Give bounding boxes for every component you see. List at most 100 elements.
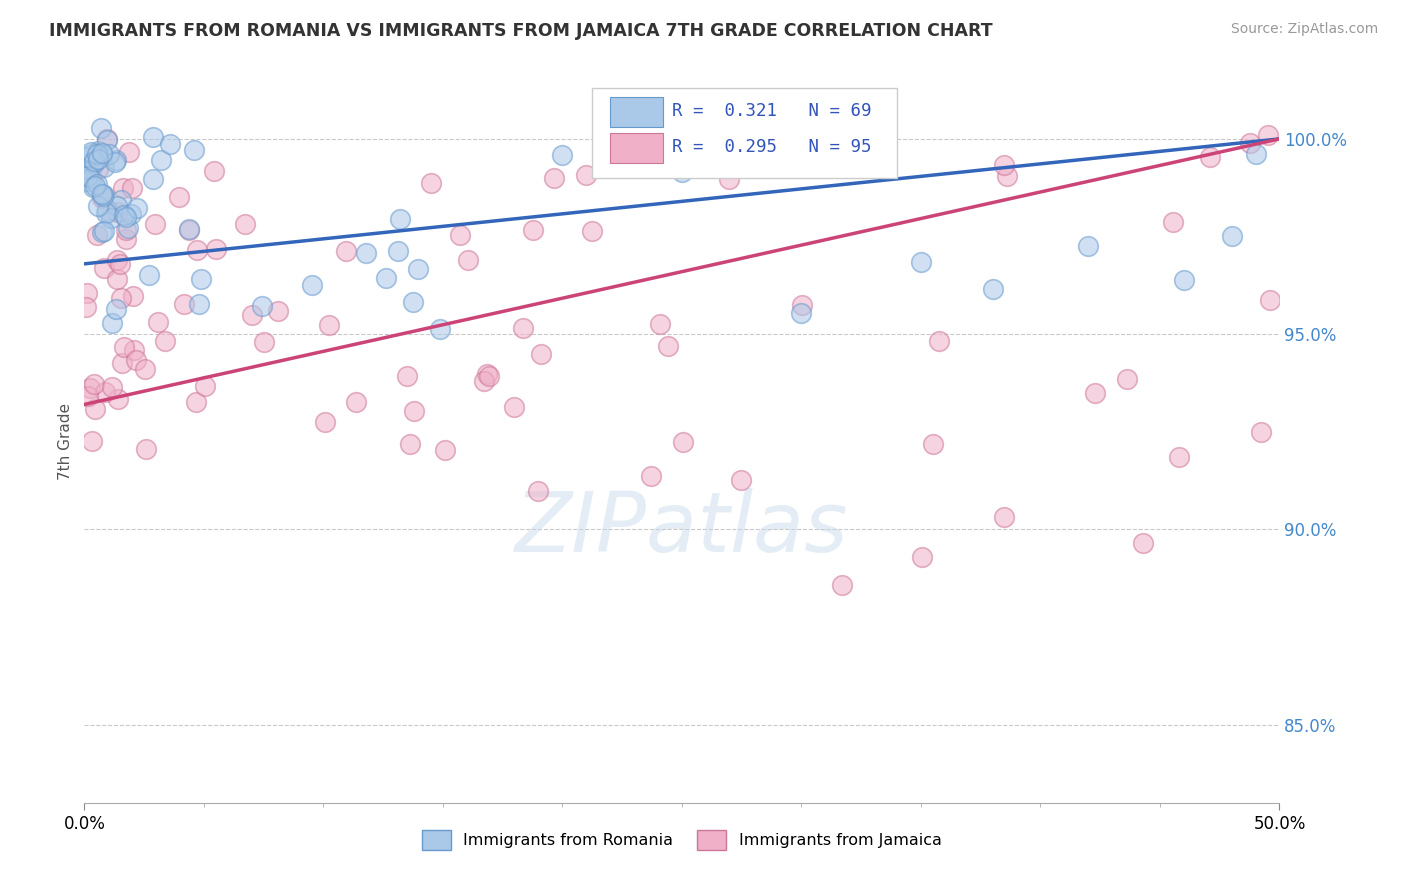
Point	[204, 164, 226, 178]
Point	[111, 356, 134, 370]
Point	[775, 153, 797, 167]
Point	[86, 153, 108, 167]
Point	[82, 180, 104, 194]
Point	[429, 322, 451, 336]
Point	[124, 343, 146, 358]
Point	[671, 165, 693, 179]
Point	[921, 437, 943, 451]
Point	[179, 223, 201, 237]
Point	[96, 131, 118, 145]
Point	[581, 224, 603, 238]
Point	[205, 242, 228, 256]
Point	[408, 261, 430, 276]
Point	[87, 144, 110, 158]
FancyBboxPatch shape	[610, 133, 662, 163]
Point	[101, 380, 124, 394]
Point	[717, 171, 740, 186]
Point	[543, 171, 565, 186]
Point	[1258, 293, 1281, 307]
Point	[143, 217, 166, 231]
Point	[110, 291, 132, 305]
Point	[387, 244, 409, 258]
Point	[112, 340, 135, 354]
Point	[457, 253, 479, 268]
Point	[105, 205, 128, 219]
Y-axis label: 7th Grade: 7th Grade	[58, 403, 73, 480]
Point	[80, 434, 103, 448]
Point	[75, 150, 97, 164]
Point	[792, 297, 814, 311]
Point	[314, 415, 336, 429]
Point	[77, 169, 100, 183]
Point	[125, 201, 148, 215]
Point	[105, 199, 128, 213]
Point	[134, 362, 156, 376]
Point	[657, 339, 679, 353]
Point	[135, 442, 157, 456]
Point	[83, 377, 105, 392]
Point	[1132, 536, 1154, 550]
Point	[335, 244, 357, 258]
Point	[344, 395, 367, 409]
Point	[93, 224, 115, 238]
Point	[253, 335, 276, 350]
Text: ZIPatlas: ZIPatlas	[515, 488, 849, 569]
Point	[79, 380, 101, 394]
Point	[472, 374, 495, 388]
Point	[84, 178, 107, 193]
Point	[478, 368, 501, 383]
FancyBboxPatch shape	[592, 87, 897, 178]
Point	[1084, 385, 1107, 400]
Point	[76, 174, 98, 188]
Text: R =  0.295   N = 95: R = 0.295 N = 95	[672, 138, 872, 156]
Point	[83, 401, 105, 416]
Point	[120, 207, 142, 221]
Point	[110, 193, 132, 207]
Point	[104, 155, 127, 169]
Point	[87, 199, 110, 213]
Point	[250, 299, 273, 313]
Point	[318, 318, 340, 333]
Point	[121, 180, 143, 194]
Point	[122, 289, 145, 303]
Point	[101, 316, 124, 330]
Point	[96, 202, 118, 217]
Point	[76, 157, 98, 171]
Point	[114, 232, 136, 246]
Point	[90, 121, 112, 136]
Point	[100, 211, 122, 226]
Point	[75, 300, 97, 314]
Point	[399, 436, 422, 450]
FancyBboxPatch shape	[610, 97, 662, 128]
Point	[142, 130, 165, 145]
Point	[94, 206, 117, 220]
Point	[115, 223, 138, 237]
Point	[93, 161, 115, 175]
Point	[97, 147, 120, 161]
Point	[90, 191, 112, 205]
Point	[90, 187, 112, 202]
Point	[928, 334, 950, 348]
Point	[105, 271, 128, 285]
Point	[911, 550, 934, 565]
Point	[1173, 273, 1195, 287]
Point	[94, 385, 117, 400]
Point	[80, 145, 103, 159]
Point	[83, 156, 105, 170]
Point	[105, 153, 128, 167]
Point	[173, 297, 195, 311]
Point	[1257, 128, 1279, 142]
Point	[512, 321, 534, 335]
Point	[77, 389, 100, 403]
Point	[648, 317, 671, 331]
Point	[76, 162, 98, 177]
Point	[148, 315, 170, 329]
Point	[790, 306, 813, 320]
Point	[1244, 147, 1267, 161]
Point	[522, 223, 544, 237]
Point	[93, 261, 115, 276]
Point	[117, 220, 139, 235]
Point	[150, 153, 173, 167]
Point	[404, 404, 426, 418]
Point	[111, 181, 134, 195]
